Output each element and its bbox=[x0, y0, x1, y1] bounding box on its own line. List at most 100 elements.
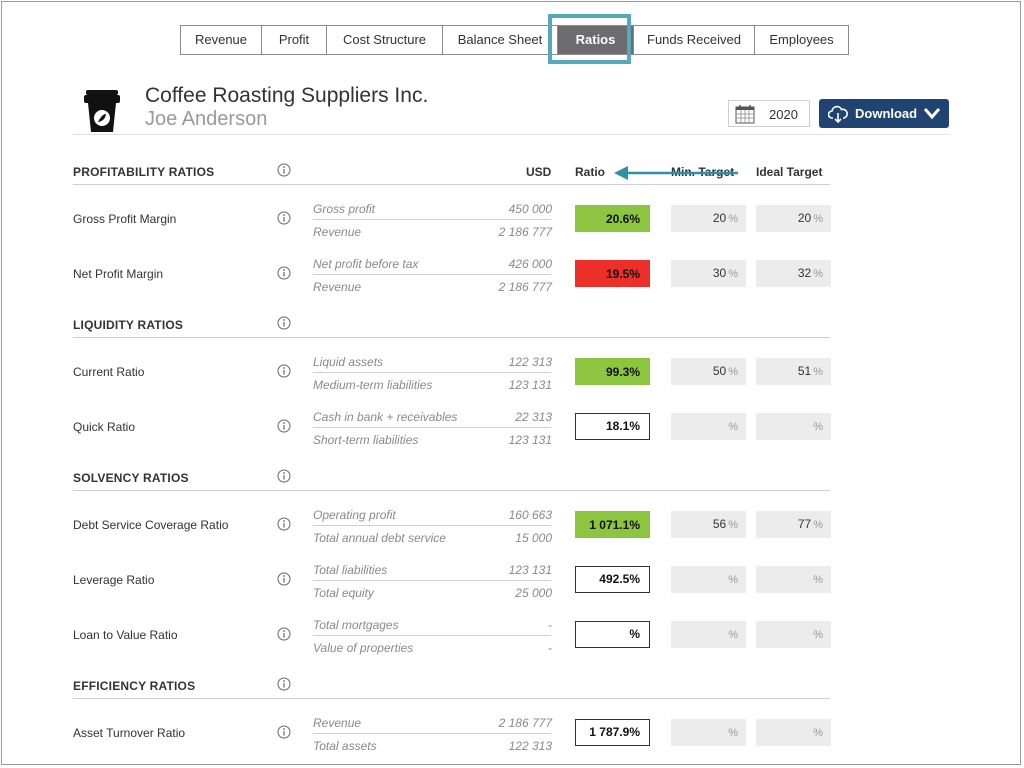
percent-sign: % bbox=[728, 629, 738, 641]
tab-bar: Revenue Profit Cost Structure Balance Sh… bbox=[180, 25, 849, 55]
numerator-label: Operating profit bbox=[313, 508, 396, 522]
denominator-value: - bbox=[548, 641, 552, 655]
fraction-line bbox=[313, 635, 551, 636]
column-ideal-target: Ideal Target bbox=[756, 165, 823, 179]
numerator-value: - bbox=[548, 618, 552, 632]
percent-sign: % bbox=[728, 574, 738, 586]
ideal-target-field[interactable]: % bbox=[756, 566, 831, 593]
numerator-label: Total liabilities bbox=[313, 563, 388, 577]
tab-ratios[interactable]: Ratios bbox=[558, 26, 634, 54]
denominator-value: 2 186 777 bbox=[498, 225, 552, 239]
min-target-field[interactable]: 50% bbox=[671, 358, 746, 385]
percent-sign: % bbox=[813, 629, 823, 641]
info-icon[interactable] bbox=[277, 517, 291, 531]
info-icon[interactable] bbox=[277, 364, 291, 378]
info-icon[interactable] bbox=[277, 163, 291, 177]
min-target-field[interactable]: % bbox=[671, 566, 746, 593]
column-min-target: Min. Target bbox=[671, 165, 735, 179]
denominator-label: Revenue bbox=[313, 225, 362, 239]
section-title-efficiency: EFFICIENCY RATIOS bbox=[73, 679, 196, 693]
denominator-value: 25 000 bbox=[515, 586, 552, 600]
ideal-target-value: 32 bbox=[797, 266, 812, 280]
denominator-value: 15 000 bbox=[515, 531, 552, 545]
info-icon[interactable] bbox=[277, 316, 291, 330]
row-label-asset-turnover-ratio: Asset Turnover Ratio bbox=[73, 726, 186, 740]
column-usd: USD bbox=[526, 165, 552, 179]
tab-revenue[interactable]: Revenue bbox=[181, 26, 262, 54]
info-icon[interactable] bbox=[277, 572, 291, 586]
download-label: Download bbox=[855, 106, 918, 121]
company-name: Coffee Roasting Suppliers Inc. bbox=[145, 84, 429, 107]
min-target-field[interactable]: 20% bbox=[671, 205, 746, 232]
info-icon[interactable] bbox=[277, 469, 291, 483]
numerator-label: Liquid assets bbox=[313, 355, 384, 369]
row-label-debt-service-coverage-ratio: Debt Service Coverage Ratio bbox=[73, 518, 229, 532]
percent-sign: % bbox=[813, 213, 823, 225]
header-divider bbox=[73, 134, 950, 135]
numerator-value: 122 313 bbox=[508, 355, 552, 369]
info-icon[interactable] bbox=[277, 725, 291, 739]
column-ratio: Ratio bbox=[575, 165, 605, 179]
ideal-target-field[interactable]: 51% bbox=[756, 358, 831, 385]
denominator-label: Medium-term liabilities bbox=[313, 378, 433, 392]
ideal-target-value: 20 bbox=[797, 211, 812, 225]
min-target-field[interactable]: % bbox=[671, 719, 746, 746]
section-title-liquidity: LIQUIDITY RATIOS bbox=[73, 318, 184, 332]
info-icon[interactable] bbox=[277, 266, 291, 280]
info-icon[interactable] bbox=[277, 677, 291, 691]
info-icon[interactable] bbox=[277, 627, 291, 641]
section-divider bbox=[73, 490, 830, 491]
ideal-target-field[interactable]: 77% bbox=[756, 511, 831, 538]
ideal-target-field[interactable]: 20% bbox=[756, 205, 831, 232]
row-label-loan-to-value-ratio: Loan to Value Ratio bbox=[73, 628, 178, 642]
section-divider bbox=[73, 184, 830, 185]
fraction-line bbox=[313, 219, 551, 220]
percent-sign: % bbox=[813, 727, 823, 739]
percent-sign: % bbox=[728, 366, 738, 378]
ideal-target-field[interactable]: 32% bbox=[756, 260, 831, 287]
row-label-quick-ratio: Quick Ratio bbox=[73, 420, 136, 434]
min-target-field[interactable]: 56% bbox=[671, 511, 746, 538]
numerator-label: Total mortgages bbox=[313, 618, 399, 632]
min-target-field[interactable]: 30% bbox=[671, 260, 746, 287]
denominator-label: Total equity bbox=[313, 586, 374, 600]
tab-balance-sheet[interactable]: Balance Sheet bbox=[443, 26, 558, 54]
denominator-value: 2 186 777 bbox=[498, 280, 552, 294]
denominator-value: 123 131 bbox=[508, 433, 552, 447]
ideal-target-field[interactable]: % bbox=[756, 413, 831, 440]
ideal-target-field[interactable]: % bbox=[756, 621, 831, 648]
min-target-field[interactable]: % bbox=[671, 413, 746, 440]
fraction-line bbox=[313, 372, 551, 373]
tab-cost-structure[interactable]: Cost Structure bbox=[327, 26, 443, 54]
ideal-target-value: 51 bbox=[797, 364, 812, 378]
row-label-current-ratio: Current Ratio bbox=[73, 365, 145, 379]
denominator-label: Revenue bbox=[313, 280, 362, 294]
percent-sign: % bbox=[813, 574, 823, 586]
download-button[interactable]: Download bbox=[819, 99, 949, 128]
percent-sign: % bbox=[728, 213, 738, 225]
fraction-line bbox=[313, 274, 551, 275]
tab-funds-received[interactable]: Funds Received bbox=[634, 26, 755, 54]
row-label-net-profit-margin: Net Profit Margin bbox=[73, 267, 164, 281]
numerator-value: 426 000 bbox=[508, 257, 552, 271]
min-target-field[interactable]: % bbox=[671, 621, 746, 648]
info-icon[interactable] bbox=[277, 211, 291, 225]
tab-employees[interactable]: Employees bbox=[755, 26, 848, 54]
ideal-target-field[interactable]: % bbox=[756, 719, 831, 746]
ratio-value: 20.6% bbox=[575, 205, 650, 232]
coffee-cup-icon bbox=[84, 90, 120, 132]
percent-sign: % bbox=[813, 366, 823, 378]
ratio-value: 1 787.9% bbox=[575, 719, 650, 746]
info-icon[interactable] bbox=[277, 419, 291, 433]
denominator-value: 123 131 bbox=[508, 378, 552, 392]
tab-profit[interactable]: Profit bbox=[262, 26, 327, 54]
section-divider bbox=[73, 698, 830, 699]
min-target-value: 30 bbox=[712, 266, 727, 280]
min-target-value: 56 bbox=[712, 517, 727, 531]
denominator-label: Short-term liabilities bbox=[313, 433, 419, 447]
percent-sign: % bbox=[813, 519, 823, 531]
fraction-line bbox=[313, 525, 551, 526]
ratio-value: 1 071.1% bbox=[575, 511, 650, 538]
row-label-leverage-ratio: Leverage Ratio bbox=[73, 573, 155, 587]
year-selector[interactable]: 2020 bbox=[728, 100, 810, 127]
